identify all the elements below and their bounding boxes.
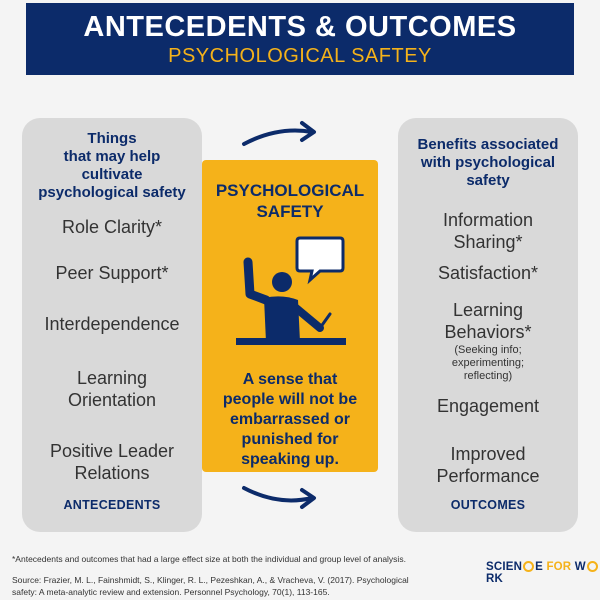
psychological-safety-box: PSYCHOLOGICAL SAFETY A sense that people… <box>202 160 378 472</box>
outcomes-footer: OUTCOMES <box>450 498 526 512</box>
antecedent-item: Positive Leader Relations <box>49 441 175 483</box>
outcome-item: Engagement <box>436 396 540 416</box>
gear-icon <box>523 561 535 573</box>
science-for-work-logo: SCIEN E FOR WRK <box>486 561 600 585</box>
page-subtitle: PSYCHOLOGICAL SAFTEY <box>168 45 432 67</box>
arrow-right-icon <box>242 486 316 509</box>
page-title: ANTECEDENTS & OUTCOMES <box>83 11 517 43</box>
antecedents-panel: Things that may help cultivate psycholog… <box>22 118 202 532</box>
speaking-person-icon <box>236 236 346 345</box>
gear-icon <box>586 561 598 573</box>
source-citation: Source: Frazier, M. L., Fainshmidt, S., … <box>12 575 409 597</box>
center-title: PSYCHOLOGICAL SAFETY <box>215 181 365 221</box>
antecedent-item: Learning Orientation <box>67 368 157 410</box>
arrow-right-icon <box>242 121 316 146</box>
antecedent-item: Interdependence <box>44 314 180 334</box>
antecedents-heading: Things that may help cultivate psycholog… <box>38 130 186 201</box>
outcomes-heading: Benefits associated with psychological s… <box>417 136 559 189</box>
center-description: A sense that people will not be embarras… <box>222 371 358 468</box>
outcome-item: Improved Performance <box>436 444 540 486</box>
learning-behaviors-note: (Seeking info; experimenting; reflecting… <box>451 344 525 382</box>
outcome-item: Learning Behaviors* <box>444 300 532 342</box>
outcomes-panel: Benefits associated with psychological s… <box>398 118 578 532</box>
header-banner: ANTECEDENTS & OUTCOMES PSYCHOLOGICAL SAF… <box>26 3 574 75</box>
antecedents-footer: ANTECEDENTS <box>63 498 161 512</box>
antecedent-item: Peer Support* <box>55 263 169 283</box>
antecedent-item: Role Clarity* <box>61 217 163 237</box>
footnote: *Antecedents and outcomes that had a lar… <box>12 554 406 564</box>
outcome-item: Satisfaction* <box>437 263 539 283</box>
outcome-item: Information Sharing* <box>442 210 534 252</box>
